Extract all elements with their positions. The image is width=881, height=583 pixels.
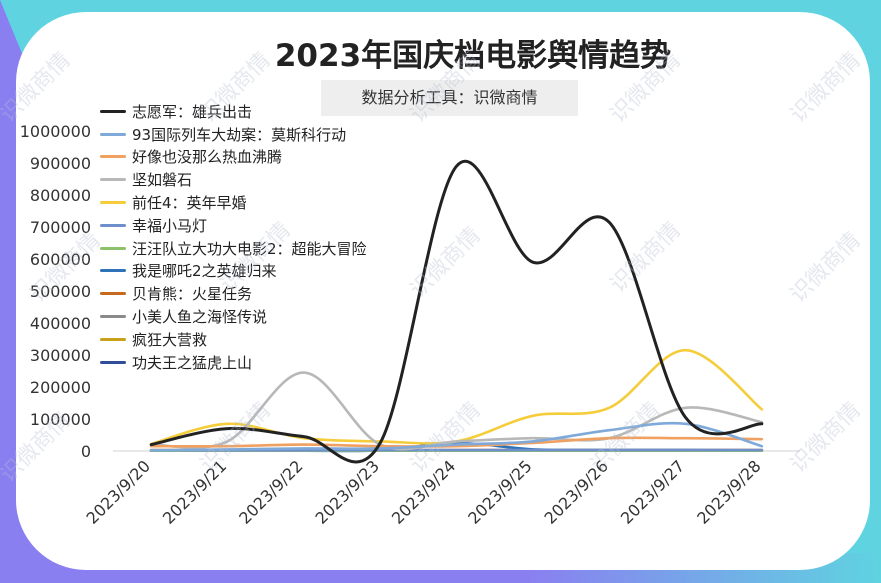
y-tick-label: 500000 — [30, 282, 91, 301]
x-tick-label: 2023/9/26 — [541, 456, 612, 527]
legend-label: 好像也没那么热血沸腾 — [132, 148, 283, 167]
legend-item-1: 93国际列车大劫案：莫斯科行动 — [100, 123, 367, 146]
legend-label: 志愿军：雄兵出击 — [132, 102, 253, 121]
legend-label: 93国际列车大劫案：莫斯科行动 — [132, 125, 347, 144]
legend-label: 贝肯熊：火星任务 — [132, 285, 253, 304]
y-tick-label: 1000000 — [20, 122, 91, 141]
legend-label: 小美人鱼之海怪传说 — [132, 308, 268, 327]
chart-subtitle: 数据分析工具：识微商情 — [321, 80, 578, 116]
legend-item-3: 坚如磐石 — [100, 168, 367, 191]
legend-swatch — [100, 337, 126, 341]
legend-item-8: 贝肯熊：火星任务 — [100, 282, 367, 305]
legend-label: 坚如磐石 — [132, 171, 193, 190]
y-tick-label: 700000 — [30, 218, 91, 237]
y-tick-label: 200000 — [30, 378, 91, 397]
legend-item-11: 功夫王之猛虎上山 — [100, 351, 367, 374]
legend-item-2: 好像也没那么热血沸腾 — [100, 146, 367, 169]
y-tick-label: 400000 — [30, 314, 91, 333]
y-tick-label: 300000 — [30, 346, 91, 365]
x-tick-label: 2023/9/21 — [159, 456, 230, 527]
legend-item-10: 疯狂大营救 — [100, 328, 367, 351]
x-tick-label: 2023/9/28 — [693, 456, 764, 527]
legend-item-0: 志愿军：雄兵出击 — [100, 100, 367, 123]
x-tick-label: 2023/9/22 — [235, 456, 306, 527]
y-tick-label: 0 — [81, 442, 91, 461]
legend-swatch — [100, 246, 126, 250]
chart-legend: 志愿军：雄兵出击 93国际列车大劫案：莫斯科行动 好像也没那么热血沸腾 坚如磐石前任4… — [100, 100, 367, 374]
legend-item-7: 我是哪吒2之英雄归来 — [100, 260, 367, 283]
legend-swatch — [100, 132, 126, 136]
y-tick-label: 600000 — [30, 250, 91, 269]
series-line-3 — [149, 371, 764, 451]
legend-label: 功夫王之猛虎上山 — [132, 353, 253, 372]
series-line-1 — [149, 421, 764, 452]
series-line-2 — [149, 436, 764, 448]
legend-label: 汪汪队立大功大电影2：超能大冒险 — [132, 239, 367, 258]
chart-card: 2023年国庆档电影舆情趋势 数据分析工具：识微商情 — [16, 12, 870, 570]
series-line-0 — [149, 160, 764, 464]
legend-label: 我是哪吒2之英雄归来 — [132, 262, 277, 281]
x-tick-label: 2023/9/23 — [312, 456, 383, 527]
legend-swatch — [100, 292, 126, 296]
legend-swatch — [100, 360, 126, 364]
legend-swatch — [100, 178, 126, 182]
legend-label: 幸福小马灯 — [132, 216, 208, 235]
legend-swatch — [100, 269, 126, 273]
x-tick-label: 2023/9/20 — [83, 456, 154, 527]
x-tick-label: 2023/9/25 — [464, 456, 535, 527]
legend-item-6: 汪汪队立大功大电影2：超能大冒险 — [100, 237, 367, 260]
legend-swatch — [100, 109, 126, 113]
chart-title: 2023年国庆档电影舆情趋势 — [274, 38, 672, 74]
series-line-4 — [149, 348, 764, 446]
legend-item-5: 幸福小马灯 — [100, 214, 367, 237]
x-tick-label: 2023/9/27 — [617, 456, 688, 527]
y-tick-label: 800000 — [30, 186, 91, 205]
legend-swatch — [100, 223, 126, 227]
legend-item-9: 小美人鱼之海怪传说 — [100, 305, 367, 328]
legend-label: 疯狂大营救 — [132, 330, 208, 349]
y-tick-label: 900000 — [30, 154, 91, 173]
legend-swatch — [100, 155, 126, 159]
y-tick-label: 100000 — [30, 410, 91, 429]
legend-swatch — [100, 315, 126, 319]
x-tick-label: 2023/9/24 — [388, 456, 459, 527]
legend-swatch — [100, 201, 126, 205]
legend-item-4: 前任4：英年早婚 — [100, 191, 367, 214]
legend-label: 前任4：英年早婚 — [132, 194, 247, 213]
